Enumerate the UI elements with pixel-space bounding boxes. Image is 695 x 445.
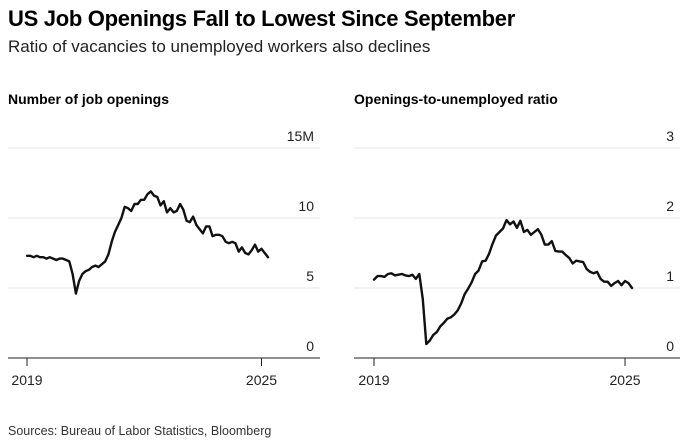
openings-y-tick-label: 5: [306, 268, 314, 284]
ratio-y-tick-label: 2: [666, 198, 674, 214]
source-note: Sources: Bureau of Labor Statistics, Blo…: [8, 424, 272, 438]
openings-series-line: [25, 190, 270, 295]
left-panel-title: Number of job openings: [8, 91, 169, 107]
ratio-y-tick-label: 3: [666, 128, 674, 144]
job-openings-chart: 0 5 10 15M 2019 2025: [8, 128, 320, 388]
openings-y-tick-label: 10: [298, 198, 314, 214]
openings-ratio-chart: 0 1 2 3 2019 2025: [354, 128, 680, 388]
openings-x-tick-label: 2025: [246, 372, 277, 388]
ratio-y-tick-label: 1: [666, 268, 674, 284]
ratio-x-tick-label: 2019: [358, 372, 389, 388]
openings-y-tick-label: 0: [306, 338, 314, 354]
ratio-y-tick-label: 0: [666, 338, 674, 354]
openings-x-tick-label: 2019: [11, 372, 42, 388]
chart-title: US Job Openings Fall to Lowest Since Sep…: [8, 6, 515, 31]
ratio-series-line: [372, 218, 634, 346]
right-panel-title: Openings-to-unemployed ratio: [354, 91, 558, 107]
chart-subtitle: Ratio of vacancies to unemployed workers…: [8, 37, 431, 56]
openings-y-tick-label: 15M: [287, 128, 314, 144]
ratio-x-tick-label: 2025: [609, 372, 640, 388]
